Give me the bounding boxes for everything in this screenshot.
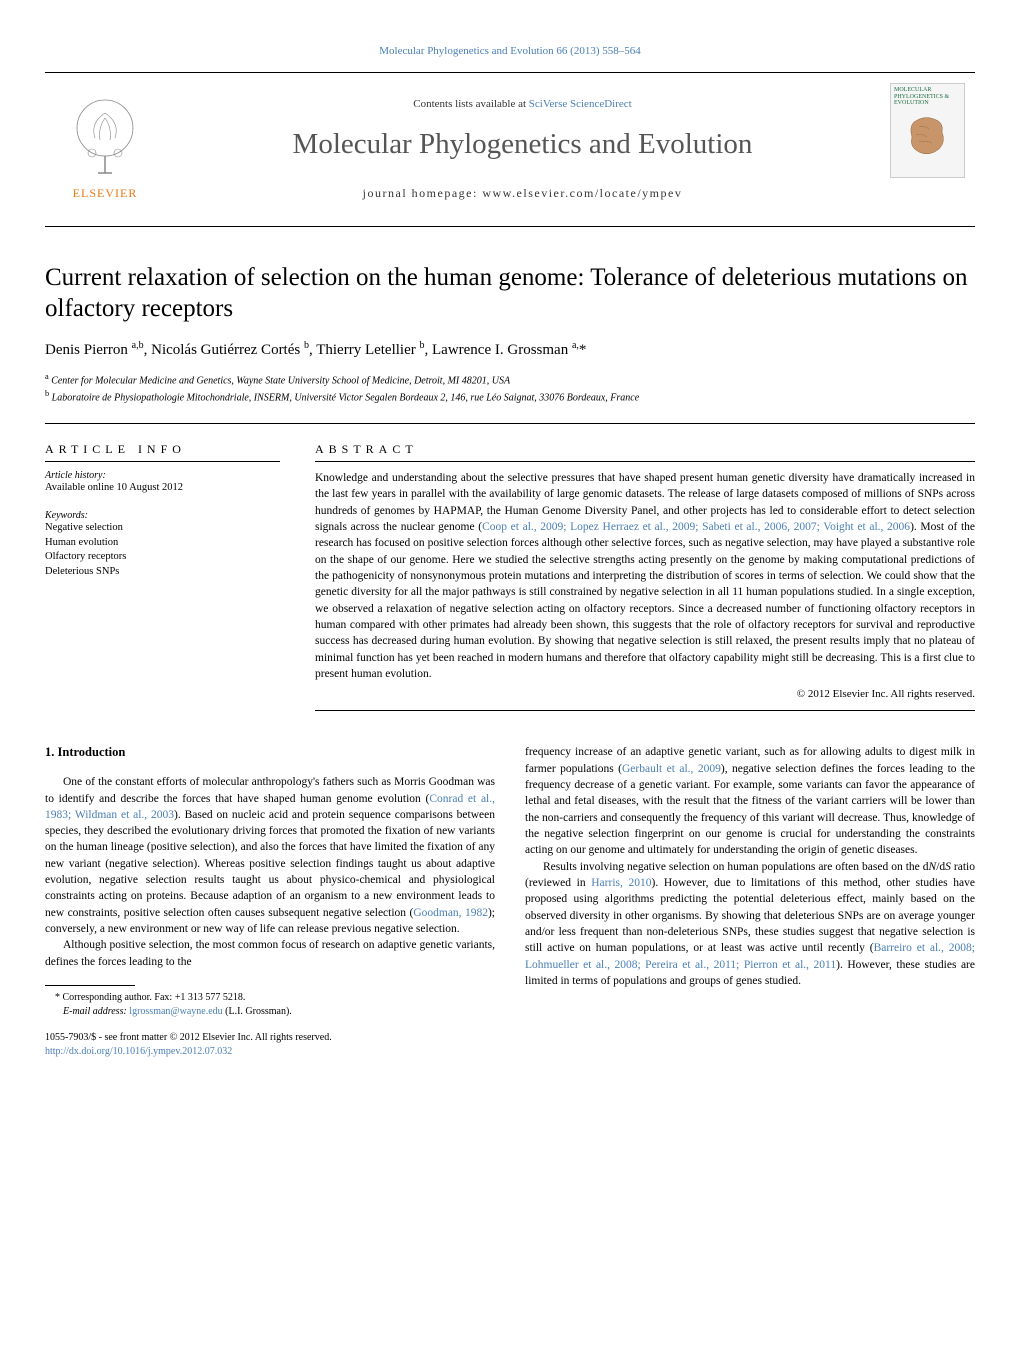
footnote-divider: [45, 985, 135, 986]
cover-image: MOLECULAR PHYLOGENETICS & EVOLUTION: [890, 83, 965, 178]
journal-title: Molecular Phylogenetics and Evolution: [293, 128, 753, 161]
keyword-4: Deleterious SNPs: [45, 565, 280, 580]
abstract-bottom-divider: [315, 710, 975, 711]
article-title: Current relaxation of selection on the h…: [45, 262, 975, 325]
article-info-col: ARTICLE INFO Article history: Available …: [45, 442, 280, 719]
author-4: , Lawrence I. Grossman: [425, 342, 572, 358]
doi-link[interactable]: http://dx.doi.org/10.1016/j.ympev.2012.0…: [45, 1046, 232, 1057]
author-2: , Nicolás Gutiérrez Cortés: [144, 342, 304, 358]
intro-para-2: Although positive selection, the most co…: [45, 937, 495, 970]
publisher-logo: ELSEVIER: [45, 73, 165, 226]
body-left-col: 1. Introduction One of the constant effo…: [45, 744, 495, 1019]
issn-line: 1055-7903/$ - see front matter © 2012 El…: [45, 1031, 975, 1045]
homepage-url[interactable]: www.elsevier.com/locate/ympev: [482, 186, 682, 200]
cover-brain-icon: [894, 107, 959, 167]
keywords-block: Keywords: Negative selection Human evolu…: [45, 510, 280, 580]
intro-p1-a: One of the constant efforts of molecular…: [45, 776, 495, 804]
intro-para-3: Results involving negative selection on …: [525, 859, 975, 990]
abstract-heading: ABSTRACT: [315, 442, 975, 457]
intro-p1-cite2[interactable]: Goodman, 1982: [413, 907, 488, 919]
cover-title-text: MOLECULAR PHYLOGENETICS & EVOLUTION: [894, 87, 961, 107]
citation-link[interactable]: Molecular Phylogenetics and Evolution 66…: [379, 45, 641, 57]
intro-p1-b: ). Based on nucleic acid and protein seq…: [45, 809, 495, 919]
abstract-cite-1[interactable]: Coop et al., 2009; Lopez Herraez et al.,…: [482, 521, 910, 533]
author-4-affil: a,: [572, 340, 579, 351]
section-1-heading: 1. Introduction: [45, 744, 495, 762]
bottom-metadata: 1055-7903/$ - see front matter © 2012 El…: [0, 1019, 1020, 1079]
journal-header-center: Contents lists available at SciVerse Sci…: [165, 73, 880, 226]
author-1: Denis Pierron: [45, 342, 132, 358]
info-divider-1: [45, 461, 280, 462]
abstract-text: Knowledge and understanding about the se…: [315, 470, 975, 682]
affil-1-text: Center for Molecular Medicine and Geneti…: [49, 375, 510, 386]
citation-header: Molecular Phylogenetics and Evolution 66…: [0, 0, 1020, 72]
email-footnote: E-mail address: lgrossman@wayne.edu (L.I…: [45, 1005, 495, 1019]
contents-prefix: Contents lists available at: [413, 98, 528, 110]
author-1-affil: a,b: [132, 340, 144, 351]
email-label: E-mail address:: [63, 1006, 129, 1017]
journal-cover-thumb: MOLECULAR PHYLOGENETICS & EVOLUTION: [880, 73, 975, 226]
journal-homepage-line: journal homepage: www.elsevier.com/locat…: [363, 186, 683, 201]
affiliation-1: a Center for Molecular Medicine and Gene…: [45, 371, 975, 388]
right-p2-a: Results involving negative selection on …: [543, 861, 929, 873]
keywords-label: Keywords:: [45, 510, 280, 521]
email-link[interactable]: lgrossman@wayne.edu: [129, 1006, 222, 1017]
history-label: Article history:: [45, 470, 280, 481]
contents-available-line: Contents lists available at SciVerse Sci…: [413, 98, 631, 110]
right-p2-cite1[interactable]: Harris, 2010: [591, 877, 651, 889]
journal-header: ELSEVIER Contents lists available at Sci…: [45, 72, 975, 227]
abstract-copyright: © 2012 Elsevier Inc. All rights reserved…: [315, 688, 975, 700]
intro-para-1: One of the constant efforts of molecular…: [45, 774, 495, 937]
sciencedirect-link[interactable]: SciVerse ScienceDirect: [529, 98, 632, 110]
elsevier-wordmark: ELSEVIER: [73, 186, 138, 201]
abstract-col: ABSTRACT Knowledge and understanding abo…: [315, 442, 975, 719]
email-suffix: (L.I. Grossman).: [223, 1006, 292, 1017]
article-info-heading: ARTICLE INFO: [45, 442, 280, 457]
keyword-3: Olfactory receptors: [45, 550, 280, 565]
article-main: Current relaxation of selection on the h…: [0, 227, 1020, 1019]
right-p1-cite1[interactable]: Gerbault et al., 2009: [622, 763, 721, 775]
intro-para-1-cont: frequency increase of an adaptive geneti…: [525, 744, 975, 858]
right-p1-b: ), negative selection defines the forces…: [525, 763, 975, 857]
keyword-1: Negative selection: [45, 521, 280, 536]
corresponding-footnote: * Corresponding author. Fax: +1 313 577 …: [45, 991, 495, 1005]
authors-line: Denis Pierron a,b, Nicolás Gutiérrez Cor…: [45, 340, 975, 359]
body-columns: 1. Introduction One of the constant effo…: [45, 744, 975, 1019]
affil-2-text: Laboratoire de Physiopathologie Mitochon…: [49, 392, 639, 403]
corresponding-star[interactable]: *: [579, 342, 587, 358]
abstract-part-2: ). Most of the research has focused on p…: [315, 521, 975, 680]
body-right-col: frequency increase of an adaptive geneti…: [525, 744, 975, 1019]
footnote-corr-text: Corresponding author. Fax: +1 313 577 52…: [60, 992, 245, 1003]
abstract-divider: [315, 461, 975, 462]
info-abstract-row: ARTICLE INFO Article history: Available …: [45, 423, 975, 719]
affiliation-2: b Laboratoire de Physiopathologie Mitoch…: [45, 388, 975, 405]
affiliations: a Center for Molecular Medicine and Gene…: [45, 371, 975, 406]
homepage-prefix: journal homepage:: [363, 186, 483, 200]
keyword-2: Human evolution: [45, 536, 280, 551]
elsevier-tree-icon: [70, 98, 140, 183]
right-p2-b: /d: [936, 861, 945, 873]
author-3: , Thierry Letellier: [309, 342, 420, 358]
history-text: Available online 10 August 2012: [45, 481, 280, 496]
